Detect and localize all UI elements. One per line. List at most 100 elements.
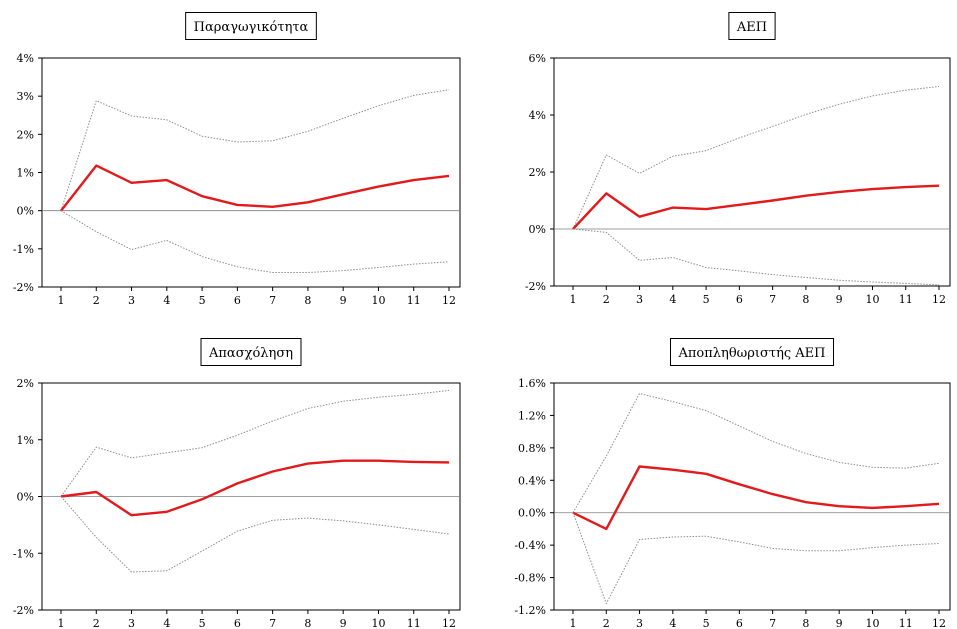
x-tick-label: 3 bbox=[128, 617, 135, 629]
x-tick-label: 11 bbox=[899, 293, 913, 306]
x-tick-label: 7 bbox=[269, 617, 276, 629]
series-line-upper bbox=[60, 89, 450, 211]
x-tick-label: 3 bbox=[128, 294, 135, 307]
chart-panel-4: 1.6%1.2%0.8%0.4%0.0%-0.4%-0.8%-1.2%1 2 3 4 5… bbox=[514, 338, 951, 629]
y-tick-label: 2% bbox=[529, 166, 546, 179]
series-line-lower bbox=[572, 228, 940, 286]
y-tick-label: 0.4% bbox=[518, 474, 546, 487]
y-tick-label: 0% bbox=[17, 491, 34, 504]
x-tick-label: 10 bbox=[371, 617, 385, 629]
chart-title-box bbox=[670, 338, 834, 366]
x-tick-label: 5 bbox=[703, 293, 710, 306]
x-tick-label: 2 bbox=[93, 294, 100, 307]
series-line-lower bbox=[60, 496, 450, 573]
y-tick-label: 0% bbox=[529, 223, 546, 236]
y-tick-label: -0.8% bbox=[514, 572, 546, 585]
x-tick-label: 2 bbox=[603, 617, 610, 629]
y-tick-label: 1% bbox=[17, 434, 34, 447]
chart-panel-1: 4%3%2%1%0%-1%-2%1 2 3 4 5 6 7 8 9 10 11 12Παραγωγικ… bbox=[13, 12, 461, 307]
x-tick-label: 6 bbox=[234, 294, 241, 307]
y-tick-label: 1.6% bbox=[518, 377, 546, 390]
x-tick-label: 1 bbox=[570, 293, 577, 306]
x-tick-label: 8 bbox=[304, 294, 311, 307]
x-tick-label: 5 bbox=[703, 617, 710, 629]
x-tick-label: 4 bbox=[163, 617, 170, 629]
series-line-upper bbox=[60, 389, 450, 497]
x-tick-label: 8 bbox=[304, 617, 311, 629]
x-tick-label: 5 bbox=[199, 617, 206, 629]
plot-frame bbox=[553, 57, 951, 287]
x-tick-label: 1 bbox=[570, 617, 577, 629]
x-tick-label: 4 bbox=[163, 294, 170, 307]
y-tick-label: -2% bbox=[13, 604, 34, 617]
x-tick-label: 8 bbox=[802, 293, 809, 306]
x-tick-label: 9 bbox=[340, 294, 347, 307]
chart-title: ΑΕΠ bbox=[736, 20, 767, 35]
y-tick-label: -1.2% bbox=[514, 604, 546, 617]
x-tick-label: 9 bbox=[836, 617, 843, 629]
x-tick-label: 12 bbox=[932, 293, 946, 306]
x-tick-label: 4 bbox=[669, 617, 676, 629]
y-tick-label: 2% bbox=[17, 377, 34, 390]
plot-frame bbox=[41, 57, 461, 288]
y-tick-label: -2% bbox=[525, 280, 546, 293]
chart-title: Αποπληθωριστής ΑΕΠ bbox=[678, 346, 826, 361]
y-tick-label: 4% bbox=[529, 109, 546, 122]
x-tick-label: 6 bbox=[234, 617, 241, 629]
series-line-estimate bbox=[572, 465, 940, 531]
x-tick-label: 1 bbox=[58, 294, 65, 307]
x-tick-label: 7 bbox=[769, 617, 776, 629]
x-tick-label: 1 bbox=[58, 617, 65, 629]
chart-title: Παραγωγικότητα bbox=[194, 20, 309, 35]
x-tick-label: 12 bbox=[442, 294, 456, 307]
chart-title: Απασχόληση bbox=[208, 346, 293, 361]
y-tick-label: 6% bbox=[529, 52, 546, 65]
x-tick-label: 2 bbox=[603, 293, 610, 306]
x-tick-label: 11 bbox=[899, 617, 913, 629]
y-tick-label: 0.8% bbox=[518, 442, 546, 455]
x-tick-label: 11 bbox=[407, 294, 421, 307]
y-tick-label: 0% bbox=[17, 205, 34, 218]
x-tick-label: 12 bbox=[442, 617, 456, 629]
x-tick-label: 12 bbox=[932, 617, 946, 629]
x-tick-label: 4 bbox=[669, 293, 676, 306]
y-tick-label: 2% bbox=[17, 128, 34, 141]
x-tick-label: 7 bbox=[269, 294, 276, 307]
y-tick-label: -2% bbox=[13, 281, 34, 294]
y-tick-label: 1% bbox=[17, 167, 34, 180]
y-tick-label: -0.4% bbox=[514, 539, 546, 552]
series-line-lower bbox=[60, 210, 450, 273]
x-tick-label: 11 bbox=[407, 617, 421, 629]
x-tick-label: 10 bbox=[865, 617, 879, 629]
chart-title-box bbox=[185, 12, 317, 40]
x-tick-label: 3 bbox=[636, 617, 643, 629]
x-tick-label: 2 bbox=[93, 617, 100, 629]
x-tick-label: 10 bbox=[371, 294, 385, 307]
series-line-estimate bbox=[572, 184, 940, 230]
x-tick-label: 9 bbox=[340, 617, 347, 629]
series-line-upper bbox=[572, 86, 940, 230]
series-line-estimate bbox=[60, 459, 450, 517]
x-tick-label: 8 bbox=[802, 617, 809, 629]
series-line-upper bbox=[572, 393, 940, 513]
x-tick-label: 9 bbox=[836, 293, 843, 306]
y-tick-label: -1% bbox=[13, 547, 34, 560]
plot-frame bbox=[553, 382, 951, 611]
x-tick-label: 5 bbox=[199, 294, 206, 307]
y-tick-label: 1.2% bbox=[518, 409, 546, 422]
x-tick-label: 3 bbox=[636, 293, 643, 306]
y-tick-label: -1% bbox=[13, 243, 34, 256]
chart-title-box bbox=[200, 338, 302, 366]
x-tick-label: 10 bbox=[865, 293, 879, 306]
chart-title-box bbox=[728, 12, 776, 40]
x-tick-label: 7 bbox=[769, 293, 776, 306]
x-tick-label: 6 bbox=[736, 293, 743, 306]
series-line-estimate bbox=[60, 164, 450, 212]
y-tick-label: 3% bbox=[17, 90, 34, 103]
series-line-lower bbox=[572, 512, 940, 604]
x-tick-label: 6 bbox=[736, 617, 743, 629]
y-tick-label: 4% bbox=[17, 52, 34, 65]
